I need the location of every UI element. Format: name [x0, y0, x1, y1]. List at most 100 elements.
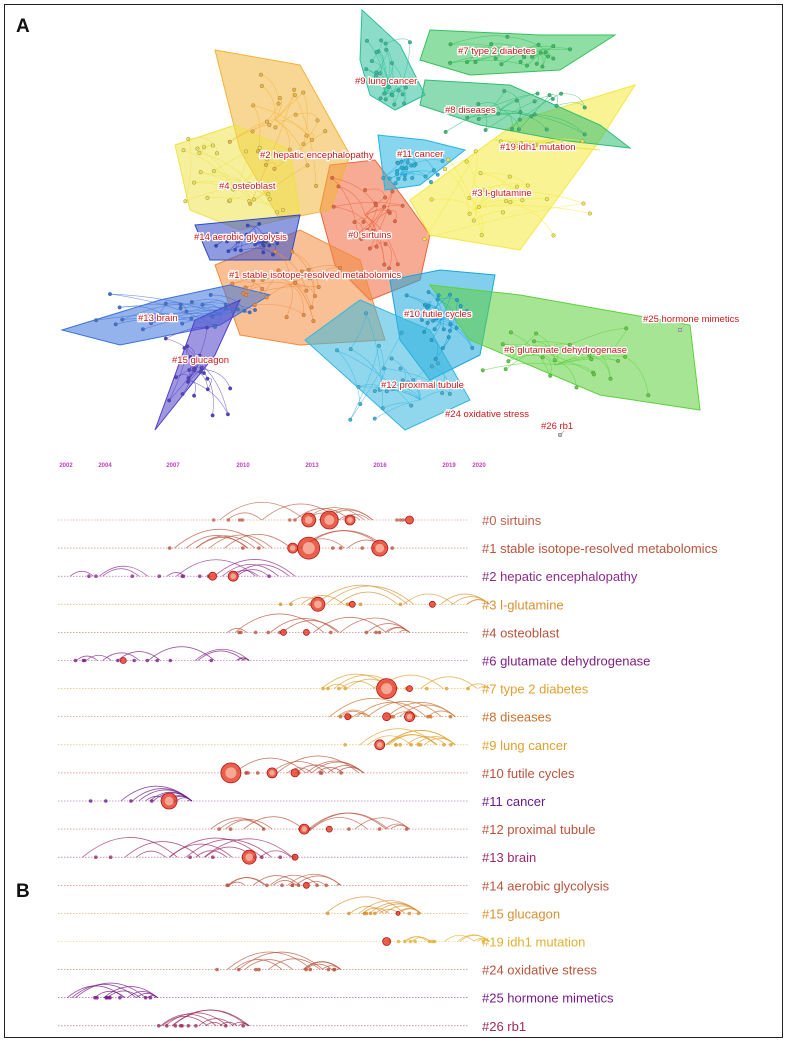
node — [314, 184, 318, 188]
node — [446, 158, 450, 162]
cluster-label-12-proximal-tubule: #12 proximal tubule — [381, 380, 464, 391]
node — [484, 128, 488, 132]
citation-arc — [228, 878, 265, 886]
burst-node-core — [407, 714, 413, 720]
reference-node — [224, 1024, 228, 1028]
node — [382, 176, 386, 180]
node — [647, 393, 651, 397]
node — [390, 61, 394, 65]
node — [316, 119, 320, 123]
node — [405, 166, 409, 170]
node — [212, 169, 216, 173]
node — [555, 104, 559, 108]
node — [481, 369, 485, 373]
node — [268, 244, 272, 248]
node — [363, 188, 367, 192]
cluster-network-panel: A #0 sirtuins#1 stable isotope-resolved … — [0, 0, 789, 440]
node — [507, 359, 511, 363]
burst-node — [303, 882, 309, 888]
burst-node — [383, 938, 391, 946]
node — [260, 84, 264, 88]
node — [187, 137, 191, 141]
node — [588, 212, 592, 216]
node — [465, 160, 469, 164]
node — [472, 219, 476, 223]
node — [396, 263, 400, 267]
node — [552, 57, 556, 61]
node — [253, 243, 257, 247]
node — [581, 140, 585, 144]
node — [399, 367, 403, 371]
reference-node — [390, 546, 394, 550]
node — [429, 180, 433, 184]
reference-node — [131, 574, 135, 578]
node — [190, 300, 194, 304]
node — [443, 167, 447, 171]
reference-node — [241, 1024, 245, 1028]
reference-node — [405, 827, 409, 831]
citation-arc — [239, 952, 323, 970]
timeline-row-2-hepatic-encephalopathy: #2 hepatic encephalopathy — [58, 559, 638, 584]
citation-arc — [229, 878, 267, 886]
node — [206, 377, 210, 381]
timeline-label-1-stable-isotope-resolved-metabolomics: #1 stable isotope-resolved metabolomics — [482, 541, 718, 556]
node — [526, 184, 530, 188]
node — [190, 317, 194, 321]
node — [205, 326, 209, 330]
node — [548, 93, 552, 97]
node — [201, 303, 205, 307]
node — [198, 151, 202, 155]
burst-node-core — [290, 545, 296, 551]
reference-node — [262, 827, 266, 831]
node — [552, 44, 556, 48]
node — [624, 327, 628, 331]
node — [408, 40, 412, 44]
reference-node — [321, 687, 325, 691]
node — [384, 42, 388, 46]
burst-node-core — [301, 826, 307, 832]
node — [213, 325, 217, 329]
timeline-row-15-glucagon: #15 glucagon — [58, 897, 560, 922]
reference-node — [227, 518, 231, 522]
node — [519, 110, 523, 114]
node — [393, 219, 397, 223]
node — [390, 357, 394, 361]
burst-node — [209, 572, 217, 580]
reference-node — [82, 659, 86, 663]
year-tick-2013: 2013 — [305, 463, 319, 469]
node — [200, 366, 204, 370]
node — [375, 245, 379, 249]
year-tick-2007: 2007 — [166, 463, 180, 469]
cluster-network-svg: #0 sirtuins#1 stable isotope-resolved me… — [0, 0, 789, 440]
citation-arc — [312, 818, 368, 830]
node — [447, 335, 451, 339]
reference-node — [89, 799, 93, 803]
timeline-row-7-type-2-diabetes: #7 type 2 diabetes — [58, 674, 589, 699]
citation-arc — [154, 997, 158, 998]
node — [449, 43, 453, 47]
node — [183, 346, 187, 350]
citation-arc — [244, 817, 304, 829]
reference-node — [241, 518, 245, 522]
timeline-row-3-l-glutamine: #3 l-glutamine — [58, 585, 564, 612]
node — [395, 172, 399, 176]
reference-node — [288, 518, 292, 522]
node — [382, 205, 386, 209]
reference-node — [257, 968, 261, 972]
node — [393, 103, 397, 107]
cluster-label-14-aerobic-glycolysis: #14 aerobic glycolysis — [194, 232, 287, 243]
node — [409, 404, 413, 408]
reference-node — [168, 546, 172, 550]
burst-node — [291, 769, 299, 777]
node — [252, 198, 256, 202]
node — [224, 303, 228, 307]
reference-node — [165, 1024, 169, 1028]
node — [496, 112, 500, 116]
node — [244, 150, 248, 154]
node — [364, 67, 368, 71]
reference-node — [308, 968, 312, 972]
node — [430, 365, 434, 369]
node — [246, 224, 250, 228]
reference-node — [417, 912, 421, 916]
cluster-label-26-rb1: #26 rb1 — [541, 421, 573, 432]
